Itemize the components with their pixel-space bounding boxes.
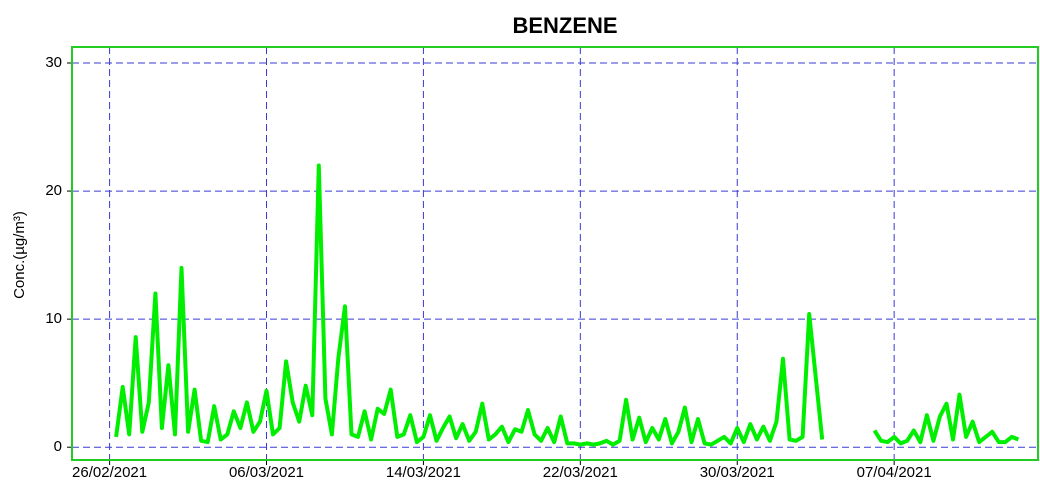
chart-title: BENZENE (512, 13, 617, 38)
x-tick-label: 06/03/2021 (229, 464, 304, 481)
y-tick-label: 30 (45, 54, 62, 71)
data-line (114, 163, 825, 447)
x-tick-label: 30/03/2021 (700, 464, 775, 481)
x-tick-label: 07/04/2021 (857, 464, 932, 481)
plot-frame (71, 46, 1039, 461)
x-tick-label: 26/02/2021 (72, 464, 147, 481)
y-tick-label: 10 (45, 310, 62, 327)
y-tick-label: 20 (45, 182, 62, 199)
x-tick-label: 14/03/2021 (386, 464, 461, 481)
y-axis-label: Conc.(µg/m³) (11, 211, 28, 299)
x-tick-label: 22/03/2021 (543, 464, 618, 481)
data-line (872, 392, 1020, 446)
y-tick-label: 0 (54, 438, 62, 455)
